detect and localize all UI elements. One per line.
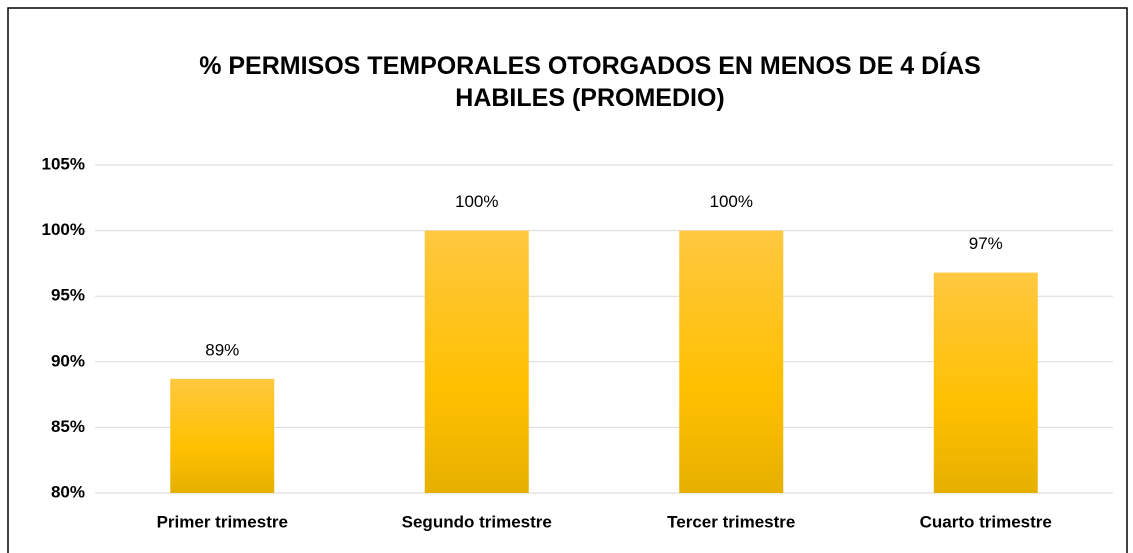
data-label: 100% xyxy=(710,192,753,211)
y-tick-label: 80% xyxy=(51,482,85,501)
y-tick-label: 105% xyxy=(42,154,85,173)
data-label: 100% xyxy=(455,192,498,211)
y-tick-label: 95% xyxy=(51,286,85,305)
chart-border xyxy=(7,7,1128,553)
data-label: 89% xyxy=(205,340,239,359)
x-tick-label: Segundo trimestre xyxy=(402,512,552,531)
y-tick-label: 85% xyxy=(51,417,85,436)
x-tick-label: Tercer trimestre xyxy=(667,512,795,531)
y-tick-label: 90% xyxy=(51,351,85,370)
x-tick-label: Cuarto trimestre xyxy=(920,512,1052,531)
bar xyxy=(424,230,529,493)
bar xyxy=(679,230,784,493)
data-label: 97% xyxy=(969,234,1003,253)
bar xyxy=(170,378,275,493)
bar xyxy=(933,272,1038,493)
x-tick-label: Primer trimestre xyxy=(157,512,288,531)
y-tick-label: 100% xyxy=(42,220,85,239)
chart-title: % PERMISOS TEMPORALES OTORGADOS EN MENOS… xyxy=(199,52,981,112)
